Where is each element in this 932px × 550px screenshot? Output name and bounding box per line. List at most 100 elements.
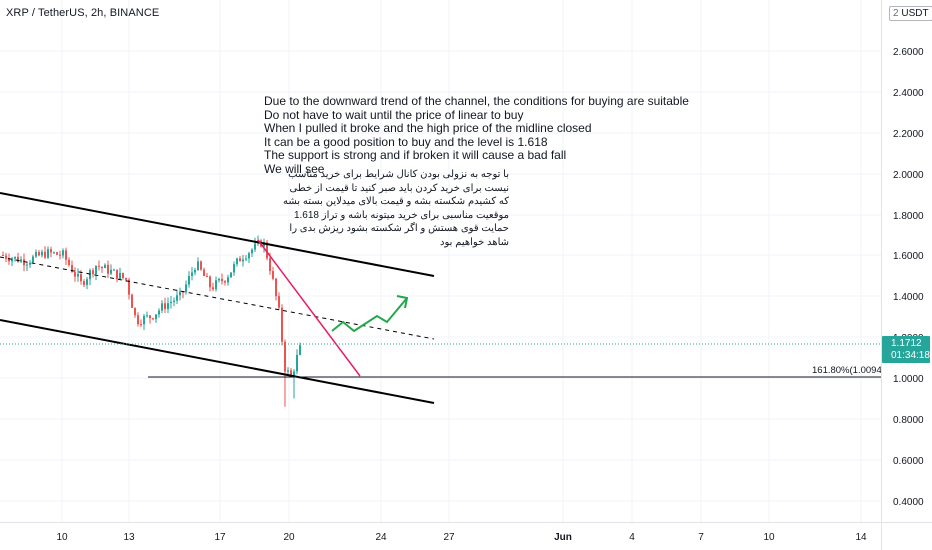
candle-body: [41, 251, 43, 256]
candle-body: [290, 370, 292, 377]
candle-body: [248, 253, 250, 259]
candle-body: [233, 264, 235, 273]
candle-body: [23, 259, 25, 266]
annotation-english: Due to the downward trend of the channel…: [264, 94, 744, 176]
price-label: 0.4000: [893, 497, 924, 508]
annotation-line: که کشیدم شکسته بشه و قیمت بالای میدلاین …: [283, 196, 509, 207]
candle-body: [254, 243, 256, 250]
candle-body: [83, 281, 85, 285]
candle-body: [152, 318, 154, 320]
annotation-persian: با توجه به نزولی بودن کانال شرایط برای خ…: [283, 168, 509, 249]
candle-body: [266, 242, 268, 259]
candle-body: [209, 276, 211, 288]
candle-body: [101, 266, 103, 269]
currency-label: USDT: [901, 8, 929, 19]
chart-drawings: [0, 192, 881, 404]
candle-body: [197, 261, 199, 270]
candle-body: [14, 256, 16, 259]
price-label: 1.0000: [893, 374, 924, 385]
candle-body: [200, 261, 202, 270]
annotation-line: We will see: [264, 161, 325, 176]
candle-body: [2, 255, 4, 256]
candle-body: [194, 269, 196, 273]
price-label: 1.6000: [893, 251, 924, 262]
annotation-line: When I pulled it broke and the high pric…: [264, 121, 592, 135]
candle-body: [212, 287, 214, 290]
candle-body: [191, 272, 193, 276]
candle-body: [281, 307, 283, 342]
candle-body: [65, 250, 67, 260]
candle-body: [251, 249, 253, 254]
candle-body: [284, 341, 286, 372]
annotation-line: با توجه به نزولی بودن کانال شرایط برای خ…: [288, 169, 509, 180]
time-label: 13: [123, 532, 135, 543]
price-chart[interactable]: [0, 0, 881, 522]
candle-body: [35, 252, 37, 257]
time-label: 24: [375, 532, 387, 543]
candle-body: [236, 258, 238, 265]
candle-body: [116, 269, 118, 279]
candle-body: [167, 303, 169, 309]
candle-body: [185, 284, 187, 293]
candle-body: [98, 265, 100, 267]
candle-body: [89, 270, 91, 280]
chart-pane[interactable]: XRP / TetherUS, 2h, BINANCE Due to the d…: [0, 0, 881, 522]
projection-arrow: [331, 297, 408, 333]
candle-body: [59, 254, 61, 256]
time-label: 17: [214, 532, 226, 543]
price-label: 1.4000: [893, 292, 924, 303]
candle-body: [206, 276, 208, 278]
candle-body: [239, 258, 241, 262]
candle-body: [227, 277, 229, 283]
time-label: 10: [56, 532, 68, 543]
annotation-line: شاهد خواهیم بود: [440, 236, 509, 248]
candle-body: [230, 272, 232, 278]
candle-body: [29, 262, 31, 265]
candle-body: [272, 271, 274, 279]
annotation-line: موقعیت مناسبی برای خرید میتونه باشه و تر…: [293, 209, 509, 221]
candle-body: [203, 269, 205, 277]
candle-body: [296, 354, 298, 372]
scale-corner[interactable]: [881, 522, 932, 550]
candle-body: [110, 269, 112, 274]
annotation-line: Due to the downward trend of the channel…: [264, 94, 689, 108]
time-label: 27: [443, 532, 455, 543]
time-scale[interactable]: [0, 522, 881, 550]
candle-body: [86, 279, 88, 285]
candle-body: [176, 295, 178, 301]
candle-body: [5, 255, 7, 259]
candle-body: [17, 256, 19, 262]
candle-body: [80, 274, 82, 282]
last-price-tag: 1.1712 01:34:18: [882, 336, 930, 363]
candle-body: [74, 272, 76, 277]
currency-badge[interactable]: 2 USDT: [889, 6, 932, 21]
price-scale[interactable]: [881, 0, 932, 522]
channel-upper-line: [0, 192, 435, 277]
candle-body: [158, 310, 160, 315]
annotation-line: حمایت قوی هستش و اگر شکسته بشود ریزش بدی…: [289, 223, 509, 234]
candle-body: [125, 278, 127, 280]
channel-midline: [0, 256, 435, 340]
price-label: 2.0000: [893, 170, 924, 181]
candle-body: [50, 249, 52, 253]
annotation-line: The support is strong and if broken it w…: [264, 148, 567, 162]
candle-body: [161, 303, 163, 311]
candle-body: [122, 272, 124, 279]
trendline: [257, 239, 361, 377]
candle-body: [128, 279, 130, 295]
symbol-title[interactable]: XRP / TetherUS, 2h, BINANCE: [6, 7, 160, 19]
candle-body: [131, 294, 133, 308]
time-label: 7: [698, 532, 704, 543]
bar-countdown: 01:34:18: [891, 350, 930, 361]
candle-body: [26, 264, 28, 266]
fib-level-label: 161.80%(1.0094): [812, 365, 881, 376]
candle-body: [107, 264, 109, 274]
candle-body: [188, 275, 190, 285]
time-label: 4: [629, 532, 635, 543]
last-price-value: 1.1712: [891, 338, 922, 349]
price-label: 2.4000: [893, 88, 924, 99]
candlestick-series: [2, 235, 301, 407]
price-label: 1.8000: [893, 211, 924, 222]
candle-body: [293, 371, 295, 377]
candle-body: [20, 259, 22, 262]
